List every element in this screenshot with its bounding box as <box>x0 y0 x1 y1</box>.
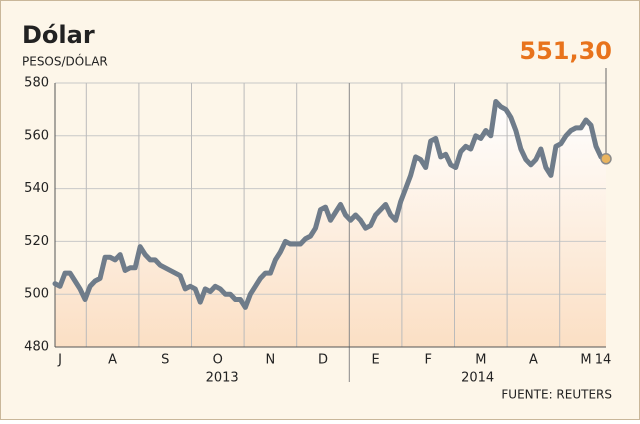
x-tick-label: A <box>108 353 117 368</box>
x-tick-label: S <box>161 353 169 368</box>
x-tick-label: E <box>371 353 379 368</box>
x-tick-label: A <box>529 353 538 368</box>
y-tick-label: 500 <box>24 287 49 302</box>
x-tick-label: M <box>475 353 486 368</box>
value-label: 551,30 <box>519 37 612 65</box>
x-tick-label: F <box>424 353 431 368</box>
year-label: 2013 <box>206 371 239 386</box>
line <box>52 98 609 310</box>
end-marker <box>600 153 612 165</box>
x-tick-label: M <box>580 353 591 368</box>
x-tick-label: D <box>318 353 328 368</box>
y-tick-label: 560 <box>24 128 49 143</box>
x-tick-label: O <box>213 353 223 368</box>
chart-subtitle: PESOS/DÓLAR <box>22 54 108 69</box>
x-tick-label: N <box>266 353 276 368</box>
y-tick-label: 520 <box>24 234 49 249</box>
source: FUENTE: REUTERS <box>501 388 612 402</box>
area <box>55 101 606 347</box>
y-tick-label: 580 <box>24 76 49 91</box>
y-tick-label: 480 <box>24 340 49 355</box>
x-end-label: 14 <box>595 353 612 368</box>
x-tick-label: J <box>57 353 62 368</box>
y-tick-label: 540 <box>24 181 49 196</box>
year-label: 2014 <box>461 371 494 386</box>
chart-title: Dólar <box>22 21 95 49</box>
